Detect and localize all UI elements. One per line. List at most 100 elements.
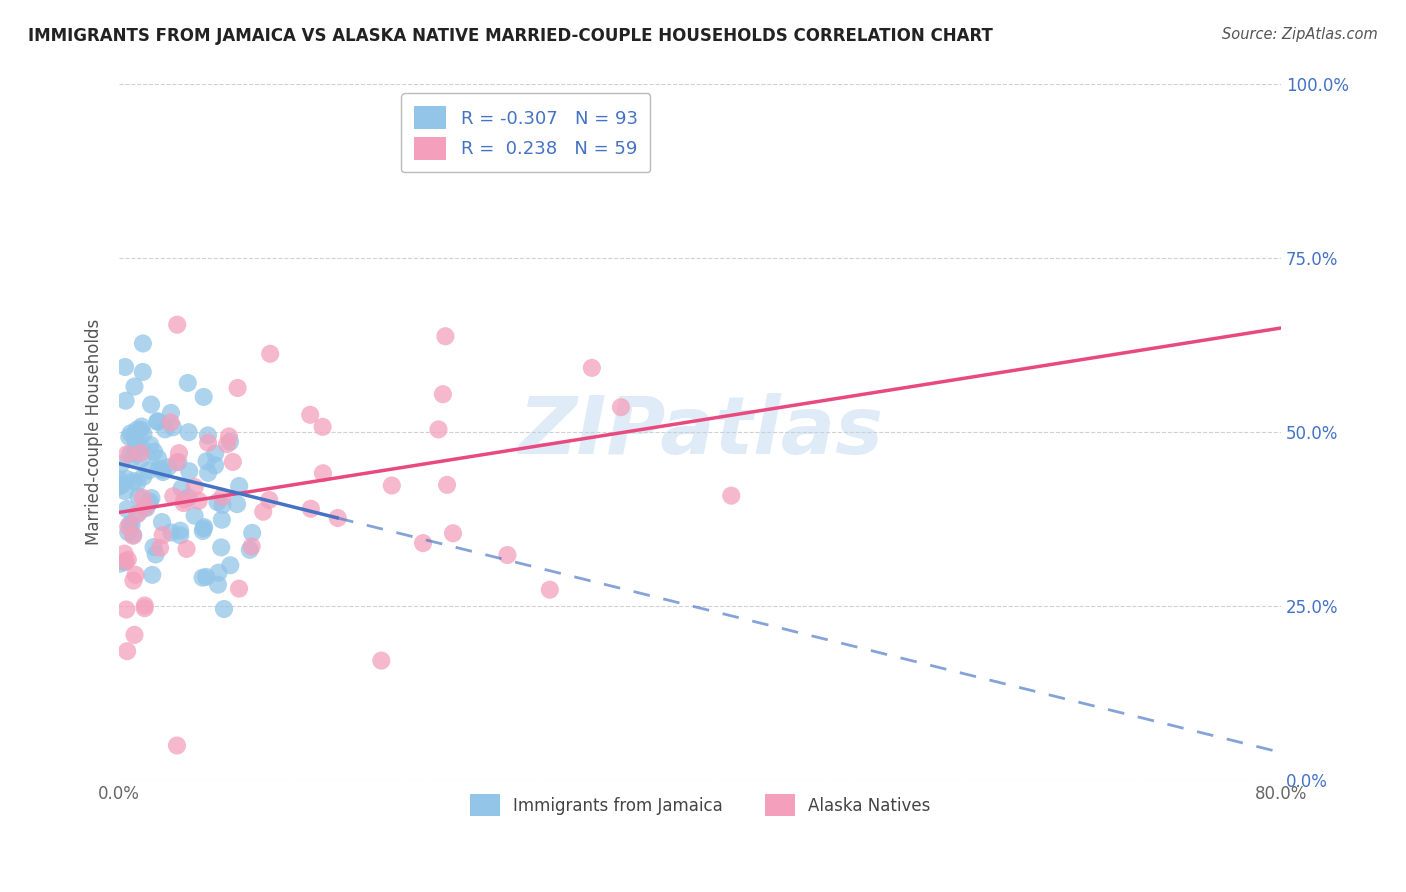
Point [610, 400, 633, 414]
Point [191, 571, 214, 585]
Point [204, 458, 226, 473]
Point [143, 444, 166, 458]
Point [193, 522, 215, 536]
Point [193, 390, 215, 404]
Point [131, 451, 153, 466]
Point [127, 508, 149, 522]
Point [252, 505, 274, 519]
Point [412, 536, 434, 550]
Point [160, 406, 183, 420]
Text: Source: ZipAtlas.com: Source: ZipAtlas.com [1222, 27, 1378, 42]
Point [129, 446, 152, 460]
Point [193, 520, 215, 534]
Point [228, 582, 250, 596]
Point [139, 438, 162, 452]
Point [131, 419, 153, 434]
Point [167, 455, 190, 469]
Point [197, 428, 219, 442]
Point [114, 555, 136, 569]
Point [108, 479, 131, 493]
Point [240, 525, 263, 540]
Point [134, 601, 156, 615]
Point [538, 582, 561, 597]
Point [211, 498, 233, 512]
Point [114, 393, 136, 408]
Point [141, 398, 163, 412]
Point [122, 527, 145, 541]
Point [117, 552, 139, 566]
Point [436, 478, 458, 492]
Point [197, 466, 219, 480]
Point [160, 525, 183, 540]
Point [138, 496, 160, 510]
Point [141, 567, 163, 582]
Point [240, 540, 263, 554]
Point [132, 469, 155, 483]
Point [169, 528, 191, 542]
Point [125, 423, 148, 437]
Point [177, 376, 200, 390]
Point [176, 541, 198, 556]
Point [146, 415, 169, 429]
Point [128, 506, 150, 520]
Point [115, 644, 138, 658]
Point [111, 478, 134, 492]
Point [159, 416, 181, 430]
Point [146, 451, 169, 466]
Point [153, 422, 176, 436]
Point [117, 519, 139, 533]
Point [166, 455, 188, 469]
Point [207, 566, 229, 580]
Point [173, 496, 195, 510]
Point [427, 422, 450, 436]
Point [162, 489, 184, 503]
Point [141, 491, 163, 505]
Point [226, 381, 249, 395]
Point [146, 414, 169, 428]
Point [142, 540, 165, 554]
Point [124, 567, 146, 582]
Point [150, 515, 173, 529]
Point [173, 492, 195, 507]
Point [167, 446, 190, 460]
Point [207, 495, 229, 509]
Point [132, 336, 155, 351]
Point [222, 455, 245, 469]
Legend: Immigrants from Jamaica, Alaska Natives: Immigrants from Jamaica, Alaska Natives [461, 786, 939, 824]
Point [108, 472, 131, 486]
Point [259, 347, 281, 361]
Point [434, 329, 457, 343]
Point [169, 524, 191, 538]
Point [124, 628, 146, 642]
Point [211, 490, 233, 504]
Point [114, 547, 136, 561]
Point [211, 513, 233, 527]
Point [118, 517, 141, 532]
Point [162, 420, 184, 434]
Point [115, 602, 138, 616]
Point [581, 360, 603, 375]
Point [129, 423, 152, 437]
Point [197, 435, 219, 450]
Point [720, 489, 742, 503]
Point [207, 577, 229, 591]
Point [219, 558, 242, 573]
Point [114, 484, 136, 499]
Point [299, 501, 322, 516]
Point [149, 541, 172, 555]
Text: IMMIGRANTS FROM JAMAICA VS ALASKA NATIVE MARRIED-COUPLE HOUSEHOLDS CORRELATION C: IMMIGRANTS FROM JAMAICA VS ALASKA NATIVE… [28, 27, 993, 45]
Point [120, 447, 142, 461]
Point [218, 429, 240, 443]
Point [121, 517, 143, 532]
Point [226, 497, 249, 511]
Point [441, 526, 464, 541]
Point [125, 437, 148, 451]
Point [132, 427, 155, 442]
Point [132, 491, 155, 505]
Point [115, 472, 138, 486]
Point [152, 462, 174, 476]
Point [124, 442, 146, 457]
Point [115, 447, 138, 461]
Point [183, 480, 205, 494]
Point [114, 359, 136, 374]
